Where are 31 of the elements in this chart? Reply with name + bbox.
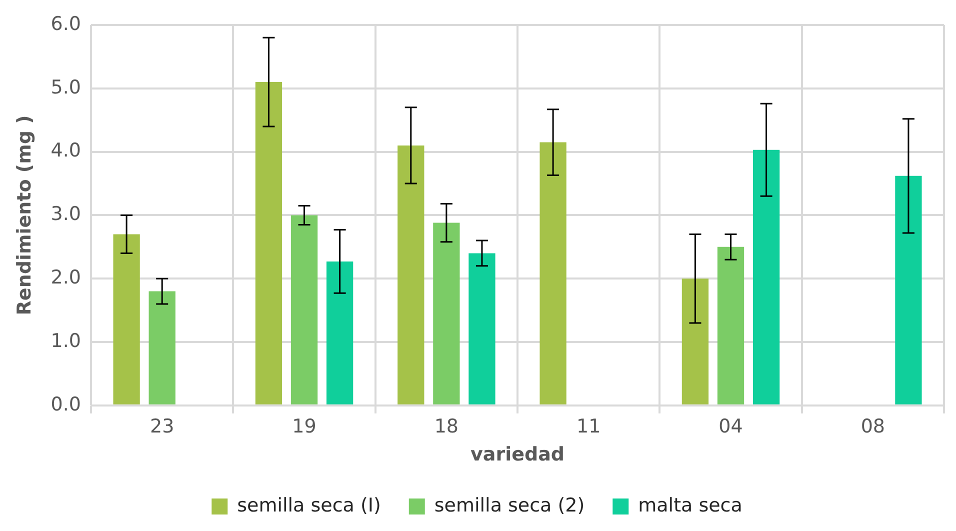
x-tick-label: 19 — [292, 416, 316, 438]
x-tick-label: 23 — [150, 416, 174, 438]
x-tick-label: 08 — [860, 416, 886, 438]
bar — [148, 291, 176, 404]
bar — [113, 234, 140, 404]
x-tick-label: 18 — [434, 416, 459, 438]
y-tick-label: 4.0 — [50, 140, 82, 162]
bar — [255, 82, 282, 404]
legend-label: malta seca — [638, 494, 742, 516]
y-tick-label: 5.0 — [50, 76, 82, 98]
legend-label: semilla seca (I) — [237, 494, 381, 516]
bar — [682, 278, 709, 404]
x-axis-title: variedad — [470, 444, 565, 466]
x-tick-label: 04 — [718, 416, 743, 438]
bar — [326, 261, 354, 404]
bar — [290, 215, 318, 404]
bar — [433, 222, 460, 404]
bar — [752, 150, 780, 404]
y-tick-label: 2.0 — [50, 266, 82, 289]
legend-label: semilla seca (2) — [434, 494, 585, 516]
y-tick-label: 6.0 — [50, 12, 82, 35]
bar — [540, 142, 566, 404]
y-tick-label: 1.0 — [50, 330, 82, 352]
y-axis-title: Rendimiento (mg ) — [13, 115, 36, 316]
bar — [717, 246, 744, 404]
bar — [398, 145, 424, 404]
y-tick-label: 0.0 — [50, 393, 82, 416]
bar — [468, 253, 496, 404]
bar — [895, 176, 922, 404]
y-tick-label: 3.0 — [50, 203, 82, 226]
x-tick-label: 11 — [576, 416, 601, 438]
